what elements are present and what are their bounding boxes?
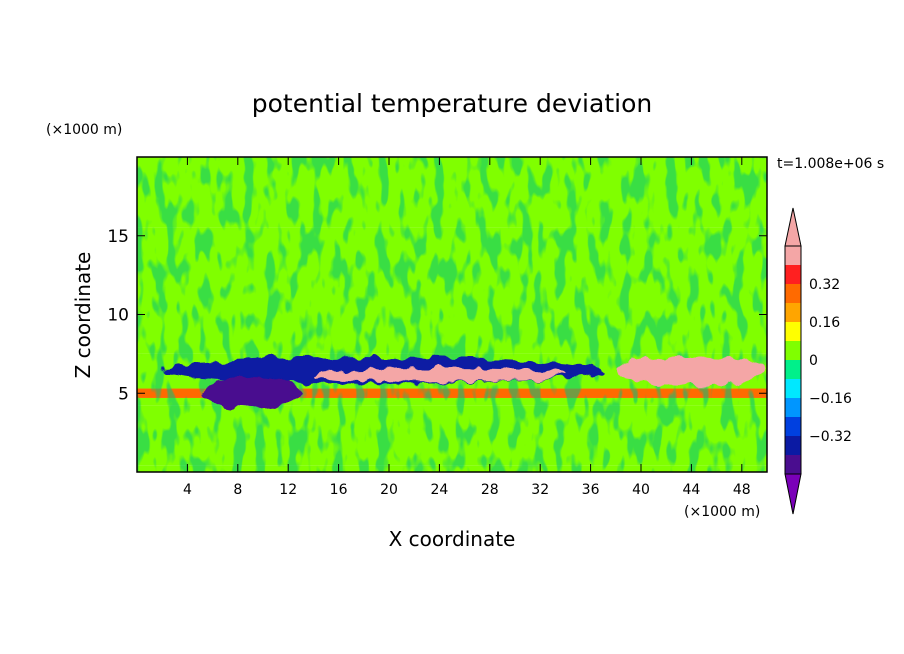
y-axis-label: Z coordinate <box>71 252 95 379</box>
x-tick-label: 4 <box>183 482 192 498</box>
colorbar: 0.32 0.16 0 −0.16 −0.32 <box>784 207 852 515</box>
anomaly-2 <box>615 355 767 386</box>
x-axis-label: X coordinate <box>389 527 516 551</box>
anomaly-3 <box>313 368 566 383</box>
colorbar-bottom-arrow <box>784 473 802 515</box>
x-tick-label: 8 <box>233 482 242 498</box>
colorbar-tick-label: 0 <box>809 353 818 369</box>
colorbar-bin <box>785 303 801 322</box>
y-tick-label: 10 <box>107 306 129 326</box>
x-tick-label: 40 <box>632 482 650 498</box>
x-unit-label: (×1000 m) <box>684 504 760 520</box>
colorbar-bin <box>785 455 801 474</box>
colorbar-tick-label: 0.16 <box>809 315 840 331</box>
x-tick-label: 12 <box>279 482 297 498</box>
colorbar-bin <box>785 398 801 417</box>
x-tick-label: 44 <box>682 482 700 498</box>
colorbar-bin <box>785 341 801 360</box>
colorbar-bin <box>785 436 801 455</box>
colorbar-bin <box>785 246 801 265</box>
plot-area <box>137 157 767 472</box>
chart-title: potential temperature deviation <box>252 89 652 118</box>
colorbar-bin <box>785 417 801 436</box>
x-tick-label: 20 <box>380 482 398 498</box>
y-axis: 5 10 15 <box>107 227 767 404</box>
y-unit-label: (×1000 m) <box>46 122 122 138</box>
colorbar-bin <box>785 322 801 341</box>
y-tick-label: 5 <box>118 384 129 404</box>
colorbar-tick-label: −0.32 <box>809 429 852 445</box>
anomaly-regions <box>162 355 767 408</box>
x-tick-label: 36 <box>582 482 600 498</box>
colorbar-bin <box>785 284 801 303</box>
noise-texture <box>137 157 767 472</box>
colorbar-bin <box>785 379 801 398</box>
x-tick-label: 24 <box>430 482 448 498</box>
time-label: t=1.008e+06 s <box>777 156 884 172</box>
x-tick-label: 48 <box>733 482 751 498</box>
x-tick-label: 32 <box>531 482 549 498</box>
colorbar-tick-label: 0.32 <box>809 277 840 293</box>
colorbar-bin <box>785 360 801 379</box>
x-tick-label: 28 <box>481 482 499 498</box>
colorbar-frame <box>784 245 802 475</box>
x-axis: 4 8 12 16 20 24 28 32 36 40 44 48 <box>183 157 751 498</box>
colorbar-bin <box>785 265 801 284</box>
colorbar-top-arrow <box>784 207 802 247</box>
x-tick-label: 16 <box>330 482 348 498</box>
anomaly-1 <box>200 377 301 408</box>
colorbar-tick-label: −0.16 <box>809 391 852 407</box>
y-tick-label: 15 <box>107 227 129 247</box>
